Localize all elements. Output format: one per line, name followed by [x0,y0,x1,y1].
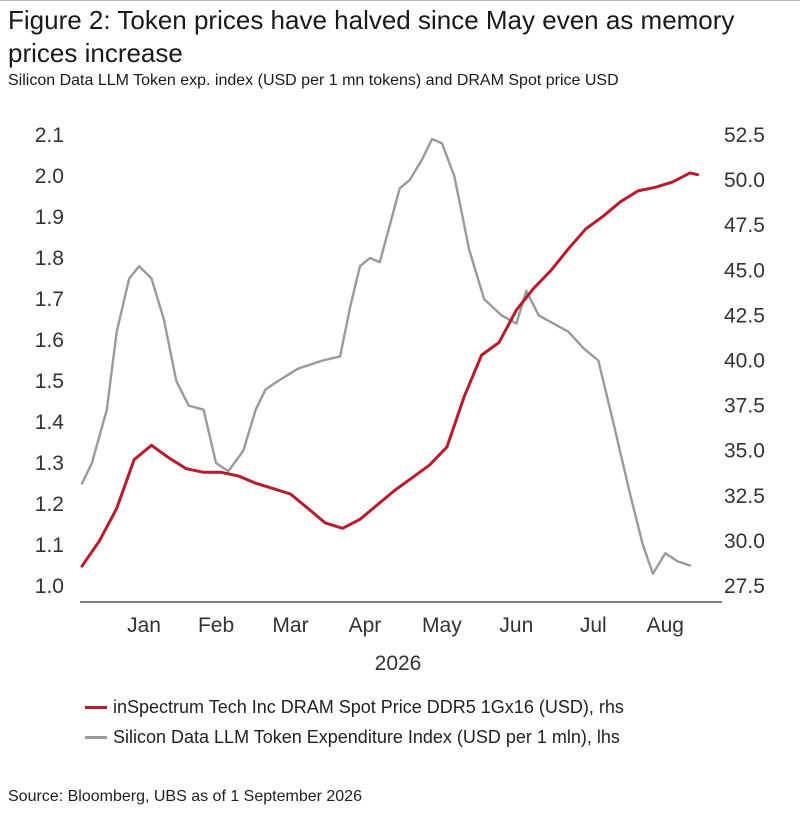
right-tick-label: 45.0 [724,259,765,282]
x-tick-label: Jun [499,614,533,637]
left-tick-label: 1.4 [35,411,65,434]
series-layer [80,137,700,575]
left-tick-label: 1.0 [35,575,64,598]
legend-label-dram: inSpectrum Tech Inc DRAM Spot Price DDR5… [113,696,624,717]
x-tick-label: Mar [272,614,308,637]
right-tick-label: 30.0 [724,530,765,553]
left-tick-label: 2.1 [35,124,64,147]
series-line-dram-spot-price [80,171,700,568]
x-axis-label: 2026 [375,652,422,675]
left-tick-label: 1.6 [35,329,64,352]
x-tick-label: Feb [198,614,234,637]
left-y-axis: 1.0 1.1 1.2 1.3 1.4 1.5 1.6 1.7 1.8 1.9 2.0 2.1 [35,124,65,598]
left-tick-label: 1.9 [35,206,64,229]
right-tick-label: 32.5 [724,485,765,508]
legend-item-token-index: Silicon Data LLM Token Expenditure Index… [85,722,624,752]
x-tick-label: Jul [580,614,607,637]
legend: inSpectrum Tech Inc DRAM Spot Price DDR5… [85,692,624,752]
top-rule [0,0,800,1]
left-tick-label: 1.8 [35,247,64,270]
left-tick-label: 1.7 [35,288,64,311]
source-note: Source: Bloomberg, UBS as of 1 September… [8,788,362,805]
x-tick-label: Jan [127,614,161,637]
left-tick-label: 2.0 [35,165,64,188]
x-tick-label: Aug [647,614,684,637]
x-axis: Jan Feb Mar Apr May Jun Jul Aug [127,614,684,637]
figure-title: Figure 2: Token prices have halved since… [8,5,735,68]
left-tick-label: 1.1 [35,534,64,557]
left-tick-label: 1.2 [35,493,64,516]
right-tick-label: 47.5 [724,214,765,237]
right-tick-label: 40.0 [724,350,765,373]
line-chart: 1.0 1.1 1.2 1.3 1.4 1.5 1.6 1.7 1.8 1.9 2.0 2.1 27.… [35,124,765,675]
legend-swatch-token-index [85,735,107,739]
right-tick-label: 35.0 [724,440,765,463]
series-line-token-expenditure-index [80,137,692,575]
left-tick-label: 1.5 [35,370,64,393]
left-tick-label: 1.3 [35,452,64,475]
right-tick-label: 50.0 [724,169,765,192]
legend-label-token-index: Silicon Data LLM Token Expenditure Index… [113,726,620,747]
x-tick-label: Apr [349,614,382,637]
right-tick-label: 27.5 [724,575,765,598]
right-tick-label: 42.5 [724,304,765,327]
right-tick-label: 37.5 [724,395,765,418]
right-tick-label: 52.5 [724,124,765,147]
legend-swatch-dram [85,705,107,709]
x-tick-label: May [422,614,462,637]
right-y-axis: 27.5 30.0 32.5 35.0 37.5 40.0 42.5 45.0 47.5 50.0… [724,124,765,598]
figure-subtitle: Silicon Data LLM Token exp. index (USD p… [8,72,619,89]
legend-item-dram: inSpectrum Tech Inc DRAM Spot Price DDR5… [85,692,624,722]
